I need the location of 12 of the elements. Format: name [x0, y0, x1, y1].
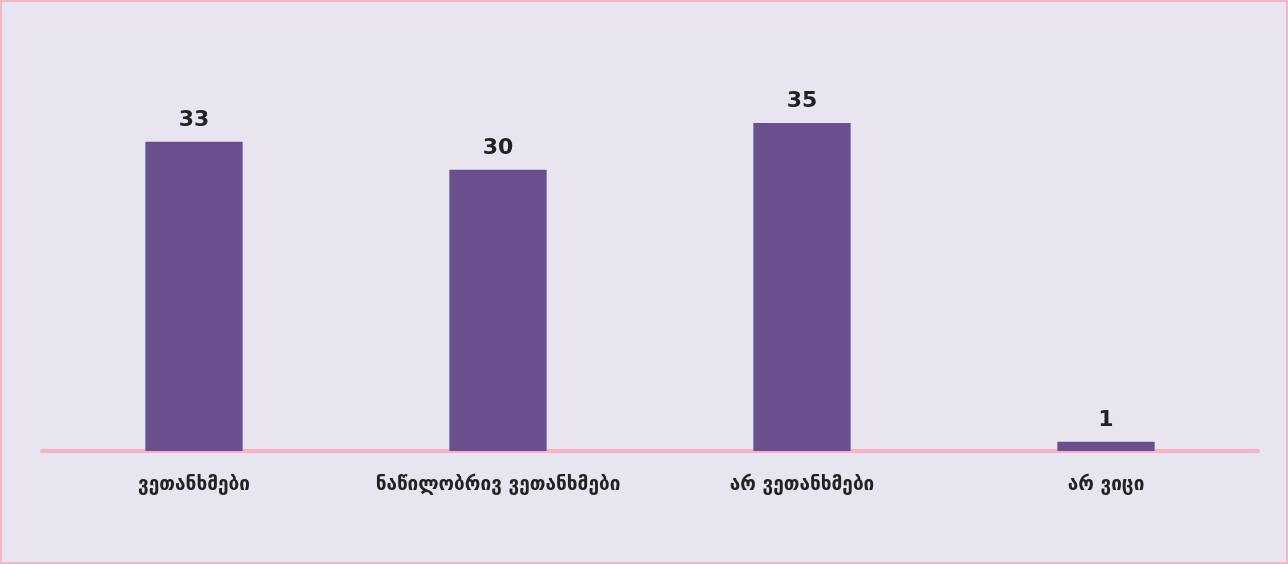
x-tick-label: ნაწილობრივ ვეთანხმები	[375, 471, 621, 495]
data-label: 30	[482, 134, 514, 160]
bar	[449, 169, 547, 451]
bar	[1057, 441, 1155, 451]
data-label: 35	[786, 87, 818, 113]
data-label: 1	[1098, 406, 1114, 432]
data-label: 33	[178, 106, 210, 132]
x-tick-label: არ ვიცი	[1067, 471, 1145, 495]
bar	[145, 141, 243, 451]
x-tick-label: ვეთანხმები	[138, 471, 250, 495]
x-tick-label: არ ვეთანხმები	[729, 471, 875, 495]
bar	[753, 122, 851, 451]
